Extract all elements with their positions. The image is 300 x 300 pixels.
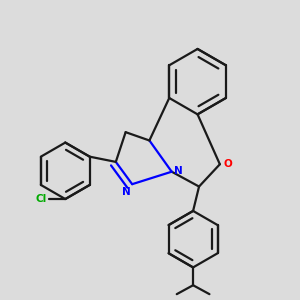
Text: N: N (122, 187, 131, 196)
Text: Cl: Cl (35, 194, 46, 204)
Text: N: N (174, 166, 183, 176)
Text: O: O (224, 159, 232, 169)
